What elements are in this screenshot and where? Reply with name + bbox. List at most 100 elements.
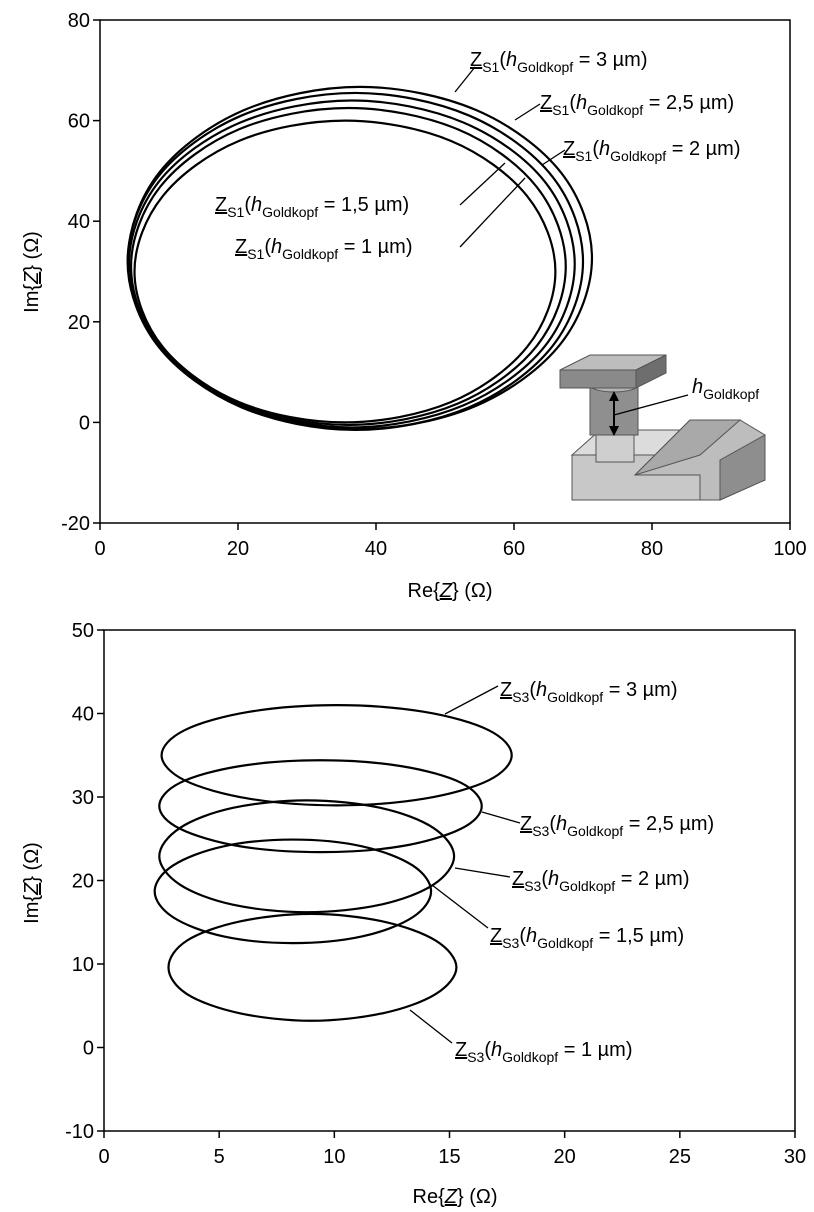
y-tick-label: 0	[79, 412, 90, 434]
leader-line	[454, 867, 511, 878]
leader-line	[454, 66, 476, 93]
series-curve	[167, 912, 458, 1022]
leader-line	[481, 811, 521, 824]
text-part: S1	[247, 246, 264, 262]
x-tick-label: 40	[365, 538, 387, 560]
leader-line	[541, 149, 566, 166]
leader-line	[409, 1009, 453, 1044]
x-tick-label: 15	[438, 1146, 460, 1168]
text-part: Z	[21, 271, 43, 285]
text-part: Goldkopf	[537, 935, 593, 951]
x-tick-label: 10	[323, 1146, 345, 1168]
text-part: h	[271, 236, 282, 258]
leader-line	[459, 162, 506, 206]
text-part: Goldkopf	[559, 878, 615, 894]
text-part: (	[244, 194, 251, 216]
series-curve	[158, 759, 483, 854]
series-label: ZS3(hGoldkopf = 2,5 µm)	[520, 813, 714, 839]
series-curve	[160, 704, 513, 807]
plot-frame	[103, 629, 796, 1132]
text-part: Z	[470, 49, 482, 71]
series-curve	[133, 119, 557, 424]
text-part: Goldkopf	[517, 59, 573, 75]
text-part: Z	[439, 580, 453, 602]
text-part: S3	[467, 1049, 484, 1065]
text-part: Im{	[21, 284, 43, 313]
text-part: = 2,5 µm)	[623, 813, 714, 835]
series-curve	[153, 838, 433, 945]
y-axis-title: Im{Z} (Ω)	[21, 842, 43, 924]
inset-label: hGoldkopf	[692, 376, 759, 402]
x-tick-label: 30	[784, 1146, 806, 1168]
text-part: Goldkopf	[262, 204, 318, 220]
text-part: (	[529, 679, 536, 701]
text-part: } (Ω)	[452, 580, 493, 602]
text-part: S3	[502, 935, 519, 951]
text-part: Z	[563, 138, 575, 160]
series-label: ZS1(hGoldkopf = 2,5 µm)	[540, 92, 734, 118]
text-part: = 1,5 µm)	[318, 194, 409, 216]
y-axis-title: Im{Z} (Ω)	[21, 231, 43, 313]
x-tick-label: 25	[669, 1146, 691, 1168]
text-part: Z	[512, 868, 524, 890]
text-part: h	[526, 925, 537, 947]
x-tick-label: 0	[98, 1146, 109, 1168]
text-part: = 1 µm)	[338, 236, 412, 258]
series-label: ZS3(hGoldkopf = 1 µm)	[455, 1039, 633, 1065]
x-tick-label: 5	[214, 1146, 225, 1168]
y-tick-label: 60	[68, 111, 90, 133]
text-part: = 1,5 µm)	[593, 925, 684, 947]
text-part: = 3 µm)	[603, 679, 677, 701]
text-part: = 3 µm)	[573, 49, 647, 71]
y-tick-label: 80	[68, 10, 90, 32]
y-tick-label: 40	[72, 704, 94, 726]
y-tick-label: 30	[72, 787, 94, 809]
text-part: Goldkopf	[502, 1049, 558, 1065]
text-part: } (Ω)	[21, 842, 43, 883]
text-part: } (Ω)	[21, 231, 43, 272]
leader-line	[514, 103, 541, 121]
text-part: Z	[21, 882, 43, 896]
text-part: Z	[520, 813, 532, 835]
text-part: h	[692, 376, 703, 398]
text-part: = 2 µm)	[615, 868, 689, 890]
text-part: S1	[482, 59, 499, 75]
y-tick-label: 20	[68, 312, 90, 334]
text-part: (	[499, 49, 506, 71]
y-tick-label: 10	[72, 954, 94, 976]
text-part: } (Ω)	[457, 1186, 498, 1208]
x-tick-label: 80	[641, 538, 663, 560]
y-tick-label: 40	[68, 211, 90, 233]
text-part: Goldkopf	[567, 823, 623, 839]
text-part: (	[541, 868, 548, 890]
text-part: Goldkopf	[610, 148, 666, 164]
series-label: ZS1(hGoldkopf = 1,5 µm)	[215, 194, 409, 220]
y-tick-label: 50	[72, 620, 94, 642]
text-part: (	[569, 92, 576, 114]
text-part: = 2 µm)	[666, 138, 740, 160]
series-label: ZS3(hGoldkopf = 1,5 µm)	[490, 925, 684, 951]
text-part: Z	[455, 1039, 467, 1061]
text-part: S3	[512, 689, 529, 705]
series-label: ZS1(hGoldkopf = 2 µm)	[563, 138, 741, 164]
text-part: S1	[552, 102, 569, 118]
text-part: Goldkopf	[282, 246, 338, 262]
leader-line	[444, 685, 499, 715]
text-part: (	[549, 813, 556, 835]
text-part: (	[264, 236, 271, 258]
series-curve	[158, 799, 456, 914]
text-part: (	[592, 138, 599, 160]
x-tick-label: 60	[503, 538, 525, 560]
text-part: Z	[500, 679, 512, 701]
text-part: Z	[540, 92, 552, 114]
text-part: Goldkopf	[547, 689, 603, 705]
text-part: S1	[227, 204, 244, 220]
text-part: (	[484, 1039, 491, 1061]
leader-line	[459, 177, 526, 248]
text-part: Z	[235, 236, 247, 258]
text-part: Z	[215, 194, 227, 216]
series-label: ZS1(hGoldkopf = 1 µm)	[235, 236, 413, 262]
x-tick-label: 100	[773, 538, 806, 560]
text-part: h	[599, 138, 610, 160]
